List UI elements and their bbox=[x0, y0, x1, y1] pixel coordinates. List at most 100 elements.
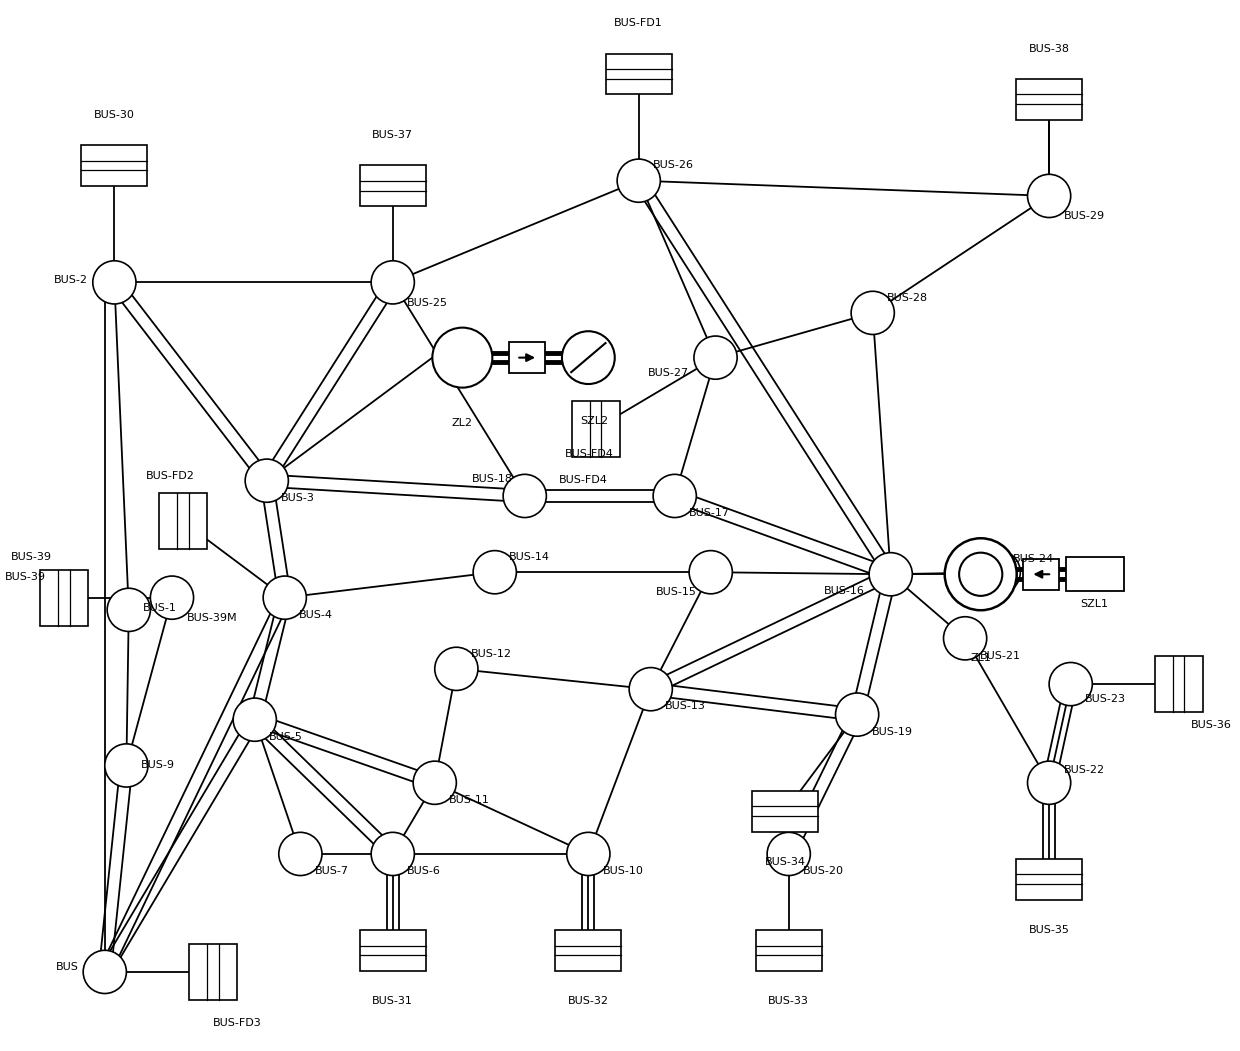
Circle shape bbox=[977, 551, 1021, 594]
Text: BUS-12: BUS-12 bbox=[471, 648, 512, 659]
Text: BUS-18: BUS-18 bbox=[471, 474, 513, 483]
Text: BUS-4: BUS-4 bbox=[299, 610, 334, 620]
Bar bbox=[159, 493, 207, 550]
Text: BUS-39: BUS-39 bbox=[11, 552, 52, 562]
Text: BUS-27: BUS-27 bbox=[649, 368, 689, 377]
Circle shape bbox=[945, 538, 1017, 611]
Circle shape bbox=[1028, 174, 1070, 218]
Circle shape bbox=[371, 832, 414, 875]
Text: BUS-11: BUS-11 bbox=[449, 795, 490, 805]
Circle shape bbox=[851, 291, 894, 334]
Circle shape bbox=[1028, 761, 1070, 804]
Circle shape bbox=[433, 328, 492, 388]
Circle shape bbox=[83, 950, 126, 993]
Circle shape bbox=[371, 261, 414, 304]
Text: BUS-10: BUS-10 bbox=[603, 866, 644, 877]
Bar bbox=[360, 930, 425, 971]
Circle shape bbox=[959, 553, 1002, 596]
Text: BUS-38: BUS-38 bbox=[1029, 43, 1070, 54]
Text: BUS-28: BUS-28 bbox=[887, 293, 929, 303]
Text: BUS-29: BUS-29 bbox=[1064, 211, 1105, 221]
Text: BUS-30: BUS-30 bbox=[94, 109, 135, 120]
Circle shape bbox=[150, 576, 193, 619]
Circle shape bbox=[629, 667, 672, 710]
Text: BUS-25: BUS-25 bbox=[407, 297, 448, 308]
Circle shape bbox=[944, 617, 987, 660]
Text: BUS-2: BUS-2 bbox=[55, 275, 88, 285]
Text: BUS-9: BUS-9 bbox=[141, 761, 175, 770]
Bar bbox=[556, 930, 621, 971]
Circle shape bbox=[567, 832, 610, 875]
Circle shape bbox=[413, 761, 456, 804]
Text: BUS-32: BUS-32 bbox=[568, 996, 609, 1006]
Circle shape bbox=[653, 474, 697, 517]
Text: BUS-FD2: BUS-FD2 bbox=[146, 471, 195, 480]
Text: BUS-5: BUS-5 bbox=[269, 731, 303, 742]
Text: BUS-FD1: BUS-FD1 bbox=[614, 18, 663, 28]
Circle shape bbox=[1049, 662, 1092, 705]
Text: BUS-14: BUS-14 bbox=[510, 552, 551, 562]
Text: BUS-19: BUS-19 bbox=[872, 727, 913, 737]
Bar bbox=[510, 343, 546, 373]
Circle shape bbox=[869, 553, 913, 596]
Text: SZL1: SZL1 bbox=[1081, 599, 1109, 610]
Circle shape bbox=[474, 551, 516, 594]
Text: BUS: BUS bbox=[56, 962, 78, 972]
Text: BUS-1: BUS-1 bbox=[143, 603, 177, 613]
Text: BUS-26: BUS-26 bbox=[653, 161, 694, 170]
Circle shape bbox=[836, 693, 879, 736]
Text: BUS-21: BUS-21 bbox=[980, 651, 1021, 660]
Bar bbox=[1154, 656, 1203, 713]
Text: BUS-15: BUS-15 bbox=[656, 588, 697, 597]
Text: BUS-39: BUS-39 bbox=[5, 573, 46, 582]
Text: BUS-22: BUS-22 bbox=[1064, 765, 1105, 775]
Text: ZL1: ZL1 bbox=[970, 654, 991, 663]
Bar bbox=[188, 944, 237, 1000]
Bar bbox=[82, 145, 148, 186]
Circle shape bbox=[233, 698, 277, 741]
Bar bbox=[40, 570, 88, 625]
Circle shape bbox=[435, 647, 477, 691]
Text: BUS-37: BUS-37 bbox=[372, 130, 413, 140]
Text: BUS-6: BUS-6 bbox=[407, 866, 441, 877]
Circle shape bbox=[93, 261, 136, 304]
Circle shape bbox=[694, 336, 737, 379]
Text: BUS-16: BUS-16 bbox=[823, 586, 864, 597]
Text: BUS-23: BUS-23 bbox=[1085, 695, 1126, 704]
Text: BUS-31: BUS-31 bbox=[372, 996, 413, 1006]
Circle shape bbox=[562, 331, 615, 384]
Circle shape bbox=[246, 459, 289, 502]
Text: BUS-39M: BUS-39M bbox=[186, 613, 237, 623]
Bar bbox=[572, 400, 620, 457]
Circle shape bbox=[263, 576, 306, 619]
Text: BUS-7: BUS-7 bbox=[315, 866, 348, 877]
Circle shape bbox=[768, 832, 810, 875]
Bar bbox=[1066, 557, 1123, 591]
Bar bbox=[753, 791, 818, 831]
Text: BUS-20: BUS-20 bbox=[804, 866, 844, 877]
Circle shape bbox=[279, 832, 322, 875]
Text: ZL2: ZL2 bbox=[451, 417, 472, 428]
Text: BUS-34: BUS-34 bbox=[765, 857, 806, 867]
Text: BUS-35: BUS-35 bbox=[1029, 925, 1070, 935]
Bar bbox=[1016, 79, 1083, 120]
Text: BUS-33: BUS-33 bbox=[769, 996, 810, 1006]
Text: BUS-FD4: BUS-FD4 bbox=[565, 449, 614, 459]
Bar bbox=[1023, 559, 1059, 590]
Bar bbox=[1016, 859, 1083, 900]
Text: BUS-FD4: BUS-FD4 bbox=[559, 475, 608, 485]
Bar bbox=[360, 165, 425, 206]
Text: BUS-24: BUS-24 bbox=[1013, 554, 1054, 564]
Circle shape bbox=[107, 589, 150, 632]
Text: BUS-17: BUS-17 bbox=[689, 508, 730, 518]
Bar bbox=[606, 54, 672, 95]
Text: SZL2: SZL2 bbox=[580, 416, 609, 426]
Circle shape bbox=[503, 474, 547, 517]
Text: BUS-FD3: BUS-FD3 bbox=[213, 1017, 262, 1028]
Bar bbox=[755, 930, 822, 971]
Text: BUS-3: BUS-3 bbox=[281, 493, 315, 502]
Circle shape bbox=[105, 744, 148, 787]
Circle shape bbox=[618, 159, 661, 202]
Text: BUS-13: BUS-13 bbox=[665, 701, 706, 712]
Circle shape bbox=[689, 551, 733, 594]
